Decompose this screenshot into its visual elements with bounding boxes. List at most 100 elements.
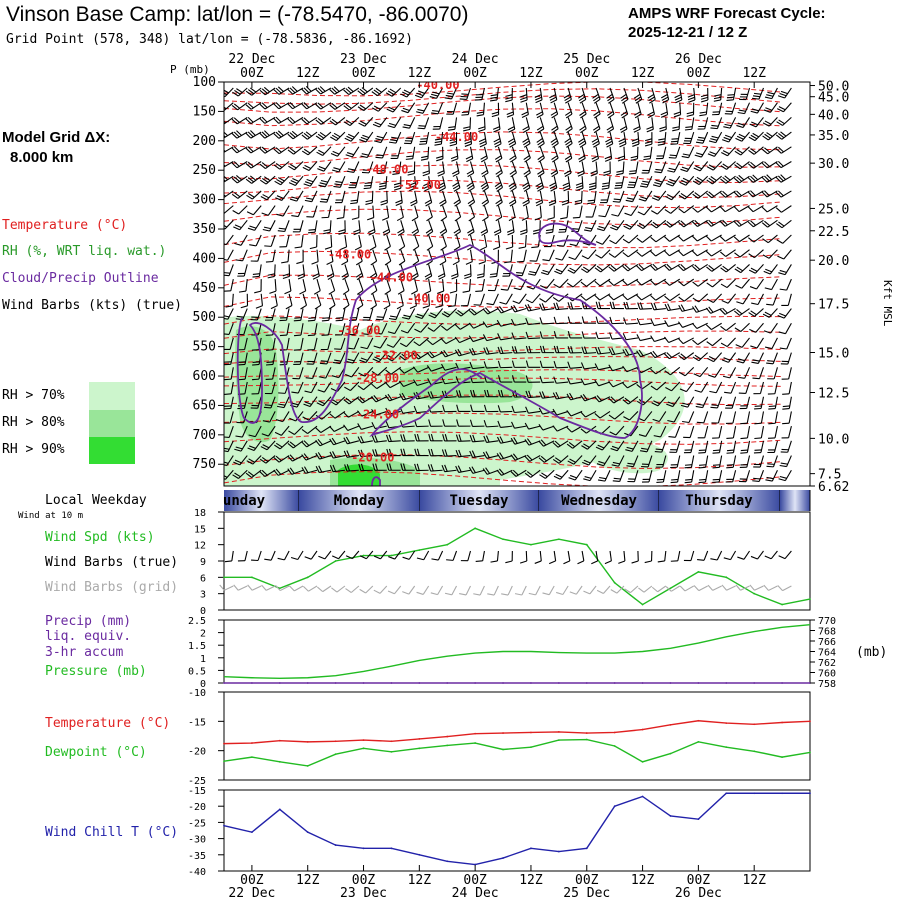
wind-barb (497, 176, 504, 188)
wind-barb-flag (509, 201, 517, 207)
wind-barb-flag (467, 231, 475, 236)
wind-barb (483, 117, 486, 130)
wind-barb-flag (620, 128, 628, 133)
wind-barb (780, 161, 792, 169)
wind-barb-flag (443, 349, 449, 357)
wind-barb (641, 293, 653, 301)
wind-barb-flag (410, 202, 418, 207)
wind-barb-flag (303, 466, 309, 473)
wind-barb-flag (525, 345, 529, 353)
weekday-segment (420, 490, 539, 511)
wind-barb-flag (224, 464, 227, 467)
wind-barb-flag (356, 304, 364, 310)
wind-barb-flag (699, 111, 707, 114)
wind-chill-panel-frame (223, 789, 811, 872)
wind-barb-flag (538, 457, 545, 463)
weekday-name: unday (223, 493, 266, 509)
wind-chill-line-point (446, 860, 449, 863)
wind-barb (365, 352, 374, 363)
wind-barb-flag (533, 229, 541, 232)
wind-barb (227, 440, 234, 452)
wind-barb (408, 117, 416, 129)
top-date-label: 26 Dec (675, 52, 722, 67)
wind-barb-flag (329, 413, 336, 419)
grid-wind-barb-flag (707, 584, 714, 591)
wind-barb-flag (650, 265, 656, 271)
wind-barb (458, 469, 471, 473)
wind-barb (308, 161, 318, 171)
wind-barb-flag (417, 90, 425, 94)
wind-barb-flag (448, 126, 456, 129)
wind-barb (412, 146, 416, 159)
wind-barb-flag (754, 422, 762, 425)
wind-barb-flag (417, 108, 425, 112)
wind-barb-flag (651, 197, 659, 201)
wind-speed-line-point (306, 576, 309, 579)
wind-barb-flag (353, 231, 361, 236)
wind-barb (746, 411, 751, 424)
wind-barb-flag (631, 138, 639, 142)
wind-barb-flag (293, 319, 301, 322)
wind-speed-line-point (446, 543, 449, 546)
wind-barb-flag (480, 228, 488, 234)
wind-barb-flag (505, 96, 513, 100)
wind-barb-flag (587, 199, 595, 202)
wind-barb (588, 455, 597, 466)
wind-barb-flag (768, 422, 776, 425)
wind-barb (553, 161, 559, 174)
wind-barb-flag (468, 322, 474, 329)
wind-barb-flag (238, 378, 246, 381)
wind-barb (431, 366, 443, 372)
wind-barb-flag (639, 302, 644, 310)
top-hour-label: 12Z (519, 66, 543, 81)
wind-barb (710, 234, 722, 242)
wind-barb-flag (736, 219, 742, 226)
wind-barb (459, 322, 471, 330)
wind-barb-flag (375, 138, 383, 141)
sfc-wind-barb (664, 550, 667, 561)
wind-barb (740, 264, 750, 274)
wind-speed-line-point (781, 603, 783, 606)
wind-barb-flag (664, 320, 669, 327)
precip-line-point (613, 682, 616, 684)
wind-barb (456, 234, 461, 247)
legend-rh70: RH > 70% (2, 388, 65, 403)
wind-barb (293, 440, 304, 449)
wind-barb (643, 205, 653, 216)
wind-barb (314, 323, 318, 336)
wind-chill-line-point (725, 792, 728, 795)
wind-barb (350, 381, 360, 391)
wind-barb-flag (451, 275, 459, 280)
wind-barb (292, 116, 304, 125)
wind-barb (414, 234, 420, 247)
wind-barb-flag (289, 132, 296, 138)
wind-barb (614, 411, 625, 420)
wind-barb-flag (678, 296, 685, 302)
wind-barb (603, 455, 611, 467)
wind-barb-flag (564, 172, 572, 178)
wind-barb-flag (360, 120, 367, 125)
grid-wind-barb (422, 585, 430, 595)
wind-barb-flag (711, 404, 719, 407)
pressure-tick-label: 200 (193, 134, 216, 149)
wind-barb (324, 175, 332, 188)
wind-barb-flag (580, 295, 587, 301)
sfc-wind-barb (423, 550, 430, 560)
wind-barb-flag (249, 175, 257, 181)
wind-barb-flag (414, 94, 422, 99)
wind-barb-flag (471, 308, 477, 315)
wind-barb-flag (592, 140, 599, 146)
wind-barb (380, 131, 388, 143)
wind-barb-flag (327, 275, 335, 280)
wind-barb-flag (736, 309, 743, 315)
wind-barb-flag (654, 451, 662, 453)
isotherm-line (224, 131, 783, 151)
wind-barb-flag (301, 134, 308, 140)
wind-barb (497, 117, 501, 130)
wind-barb-flag (719, 236, 726, 242)
y-tick-label: -15 (188, 786, 206, 797)
wind-barb (414, 278, 419, 291)
wind-barb (442, 264, 446, 277)
wind-barb (500, 337, 513, 341)
wind-barb (344, 249, 349, 262)
